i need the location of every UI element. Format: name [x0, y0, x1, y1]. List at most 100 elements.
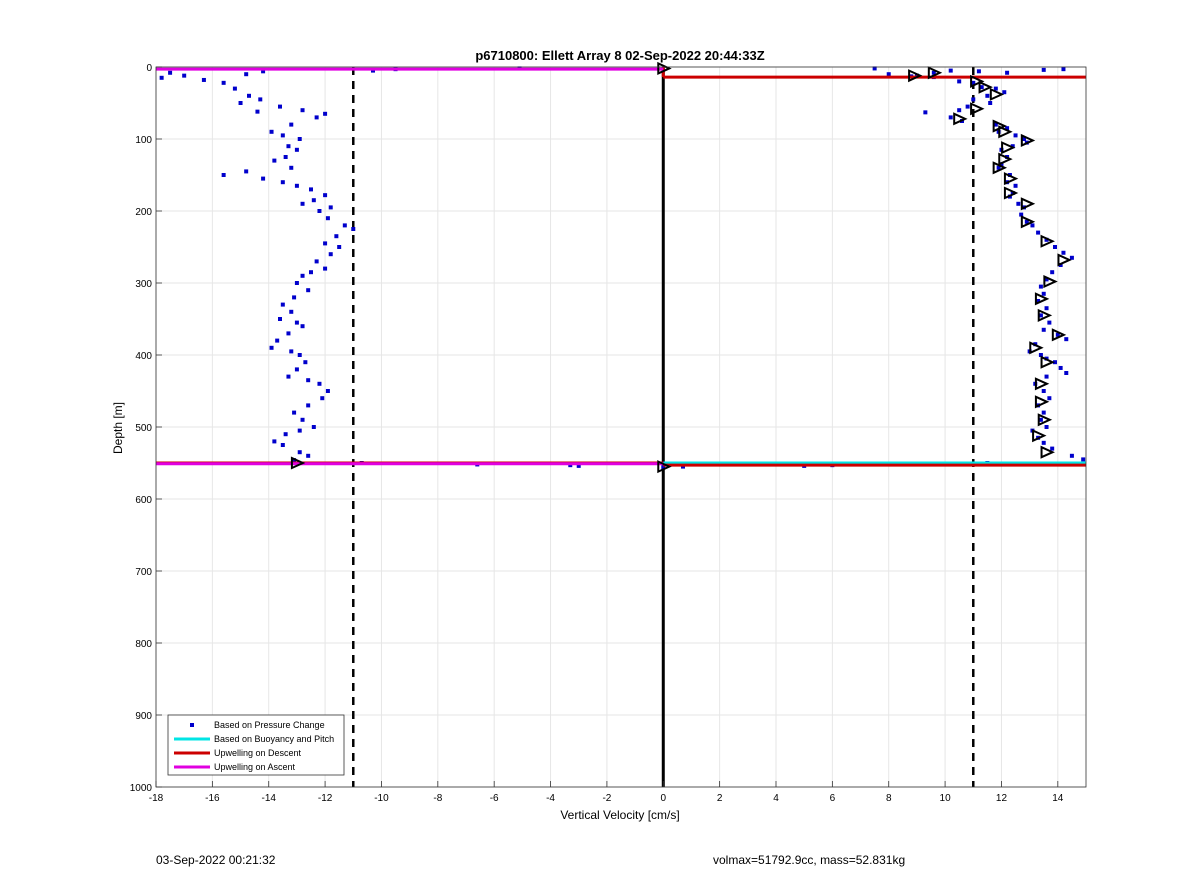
ascent-pressure-point: [328, 252, 333, 257]
descent-triangle-marker: [1040, 355, 1055, 369]
ascent-pressure-point: [309, 270, 313, 275]
series-layer: [156, 61, 1086, 787]
ascent-pressure-point: [320, 396, 325, 401]
ascent-pressure-point: [221, 80, 226, 85]
ascent-pressure-point: [323, 241, 328, 246]
x-tick-label: 14: [1052, 793, 1064, 804]
ascent-pressure-point: [300, 273, 305, 278]
ascent-pressure-point: [576, 463, 581, 468]
grid-lines: [155, 66, 1086, 788]
descent-pressure-point: [979, 85, 984, 90]
descent-pressure-point: [1044, 425, 1049, 429]
ascent-pressure-point: [294, 183, 299, 188]
ascent-pressure-point: [261, 69, 266, 74]
x-tick-label: -2: [602, 793, 611, 804]
descent-pressure-point: [948, 115, 953, 120]
descent-pressure-point: [923, 110, 928, 115]
ascent-pressure-point: [294, 320, 299, 325]
descent-pressure-point: [1050, 446, 1055, 451]
descent-pressure-point: [957, 108, 962, 113]
ascent-pressure-point: [303, 360, 308, 365]
ascent-pressure-point: [269, 345, 274, 350]
ascent-pressure-point: [272, 158, 277, 163]
ascent-pressure-point: [280, 180, 285, 185]
descent-pressure-point: [1044, 237, 1049, 242]
legend-label: Based on Buoyancy and Pitch: [214, 734, 334, 744]
descent-triangle-marker: [657, 460, 672, 474]
descent-pressure-point: [985, 93, 990, 98]
descent-pressure-point: [1013, 133, 1018, 138]
descent-pressure-point: [1064, 371, 1069, 375]
descent-pressure-point: [1058, 365, 1063, 370]
y-tick-label: 1000: [130, 783, 153, 794]
descent-pressure-point: [1069, 255, 1074, 260]
legend-label: Upwelling on Ascent: [214, 762, 296, 772]
ascent-pressure-point: [317, 381, 322, 386]
descent-pressure-point: [1053, 360, 1057, 365]
ascent-pressure-point: [289, 349, 294, 354]
ascent-pressure-point: [280, 302, 285, 307]
ascent-pressure-point: [297, 353, 302, 357]
descent-triangle-marker: [908, 69, 923, 83]
descent-pressure-point: [1041, 389, 1046, 393]
descent-pressure-point: [1005, 126, 1010, 131]
ascent-pressure-point: [342, 223, 347, 228]
descent-pressure-point: [1041, 410, 1046, 415]
descent-pressure-point: [993, 122, 998, 127]
y-tick-label: 700: [135, 567, 152, 578]
descent-triangle-marker: [1037, 413, 1053, 427]
ascent-pressure-point: [334, 234, 339, 239]
ascent-pressure-point: [328, 205, 333, 210]
ascent-pressure-point: [306, 453, 311, 458]
y-axis-label: Depth [m]: [111, 402, 125, 454]
ascent-pressure-point: [314, 115, 319, 120]
x-tick-label: 0: [660, 793, 666, 804]
x-tick-label: 12: [996, 793, 1008, 804]
descent-pressure-point: [1069, 453, 1074, 458]
ascent-pressure-point: [292, 410, 297, 415]
x-tick-label: -18: [149, 793, 164, 804]
ascent-pressure-point: [201, 77, 206, 82]
ascent-pressure-point: [278, 104, 282, 109]
descent-pressure-point: [1041, 67, 1046, 72]
ascent-pressure-point: [325, 216, 330, 221]
descent-triangle-marker: [1040, 445, 1055, 459]
y-tick-label: 800: [135, 639, 152, 650]
ascent-pressure-point: [306, 288, 311, 293]
legend-label: Based on Pressure Change: [214, 720, 325, 730]
ascent-pressure-point: [292, 295, 297, 300]
descent-pressure-point: [1044, 277, 1049, 282]
x-tick-label: -10: [374, 793, 389, 804]
descent-pressure-point: [1044, 374, 1049, 379]
descent-pressure-point: [948, 68, 953, 73]
ascent-pressure-point: [292, 458, 297, 463]
y-tick-label: 900: [135, 711, 152, 722]
x-tick-label: 4: [773, 793, 779, 804]
descent-pressure-point: [993, 86, 998, 91]
ascent-pressure-point: [289, 165, 294, 170]
ascent-pressure-point: [275, 338, 280, 343]
descent-pressure-point: [1022, 137, 1026, 141]
ascent-pressure-point: [286, 144, 291, 149]
x-axis-label: Vertical Velocity [cm/s]: [560, 808, 679, 822]
ascent-pressure-point: [351, 227, 356, 231]
y-tick-label: 0: [146, 63, 152, 74]
ascent-pressure-point: [278, 317, 282, 321]
ascent-pressure-point: [159, 75, 164, 80]
legend-marker: [190, 723, 194, 727]
descent-pressure-point: [1038, 284, 1043, 289]
descent-triangle-marker: [1020, 215, 1036, 229]
ascent-pressure-point: [294, 367, 299, 372]
descent-pressure-point: [976, 69, 981, 74]
descent-triangle-marker: [927, 66, 943, 80]
x-tick-label: 8: [886, 793, 892, 804]
descent-triangle-marker: [1034, 292, 1050, 306]
x-tick-label: -12: [318, 793, 333, 804]
ascent-pressure-point: [297, 428, 302, 433]
descent-pressure-point: [1064, 337, 1069, 342]
descent-pressure-point: [1013, 183, 1018, 188]
footer-timestamp: 03-Sep-2022 00:21:32: [156, 853, 276, 867]
descent-triangle-marker: [998, 125, 1013, 139]
descent-triangle-marker: [978, 80, 993, 94]
footer-params: volmax=51792.9cc, mass=52.831kg: [713, 853, 906, 867]
